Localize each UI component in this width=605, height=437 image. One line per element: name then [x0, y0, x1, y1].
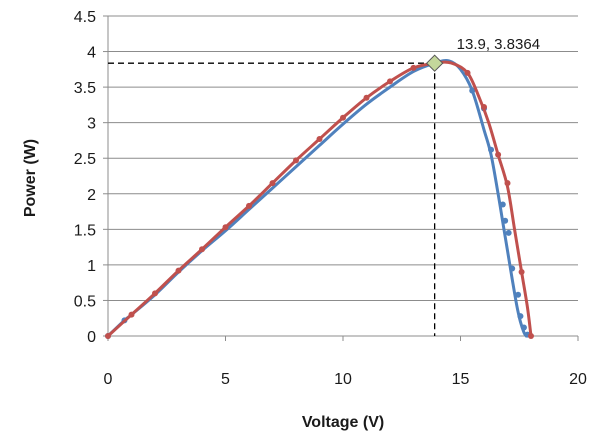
- series-marker: [293, 157, 299, 164]
- y-tick-label: 4.5: [74, 9, 96, 26]
- series-marker: [316, 136, 323, 143]
- series-marker: [520, 324, 527, 331]
- series-marker: [152, 290, 158, 297]
- series-line: [106, 60, 533, 338]
- series-marker: [499, 201, 506, 208]
- y-tick-label: 0.5: [74, 293, 96, 310]
- series-marker: [488, 146, 495, 153]
- max-point-guides: [108, 62, 436, 336]
- y-tick-label: 0: [87, 329, 96, 346]
- series-marker: [504, 180, 511, 187]
- series-marker: [505, 229, 512, 236]
- annotation-layer: 13.9, 3.8364: [425, 36, 540, 72]
- series-marker: [387, 78, 393, 85]
- y-tick-label: 2: [87, 187, 96, 204]
- series-marker: [410, 64, 417, 71]
- series-marker: [528, 333, 534, 339]
- x-axis-title: Voltage (V): [302, 414, 384, 431]
- series-marker: [340, 114, 346, 121]
- max-power-point-marker: [425, 54, 444, 72]
- y-axis-ticks: 0 0.5 1 1.5 2 2.5 3 3.5 4 4.5: [74, 9, 108, 346]
- series-marker: [495, 151, 502, 158]
- x-axis-ticks: 0 5 10 15 20: [104, 336, 587, 388]
- series-marker: [269, 180, 276, 187]
- series-marker: [469, 87, 476, 94]
- series-marker: [517, 313, 524, 320]
- y-axis-title: Power (W): [22, 139, 39, 217]
- series-marker: [509, 265, 516, 272]
- y-tick-label: 1.5: [74, 222, 96, 239]
- series-marker: [175, 267, 182, 274]
- y-tick-label: 1: [87, 258, 96, 275]
- y-tick-label: 3.5: [74, 80, 96, 97]
- series-marker: [199, 246, 205, 253]
- series-marker: [222, 224, 229, 231]
- y-tick-label: 4: [87, 45, 96, 62]
- x-tick-label: 0: [104, 371, 113, 388]
- series-marker: [481, 104, 487, 111]
- data-series: [105, 58, 534, 339]
- x-tick-label: 5: [221, 371, 230, 388]
- series-2: [105, 60, 534, 339]
- series-line: [106, 58, 528, 338]
- max-power-point-label: 13.9, 3.8364: [457, 36, 540, 53]
- series-marker: [128, 311, 135, 318]
- y-tick-label: 3: [87, 116, 96, 133]
- x-tick-label: 10: [334, 371, 352, 388]
- series-marker: [502, 217, 509, 224]
- series-marker: [518, 269, 525, 275]
- y-tick-label: 2.5: [74, 151, 96, 168]
- series-marker: [363, 94, 370, 101]
- series-marker: [515, 291, 522, 298]
- series-1: [105, 58, 531, 339]
- series-marker: [105, 333, 111, 339]
- x-tick-label: 15: [452, 371, 470, 388]
- series-marker: [464, 69, 471, 76]
- series-marker: [246, 202, 252, 209]
- axes: [107, 16, 578, 337]
- x-tick-label: 20: [569, 371, 587, 388]
